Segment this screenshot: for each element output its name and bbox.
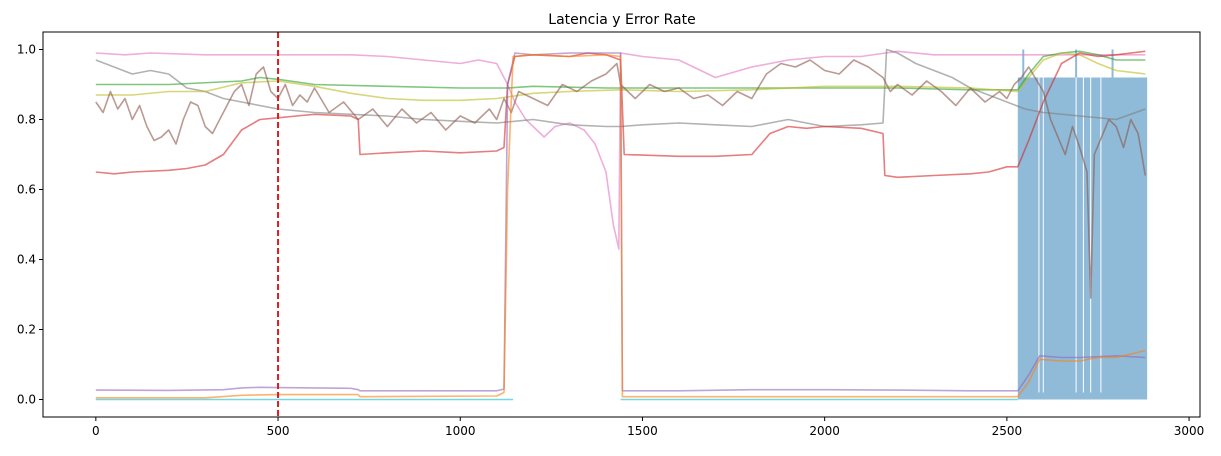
- line-series-group: [95, 48, 1147, 401]
- y-tick-label-3: 0.6: [17, 183, 36, 197]
- line-series-6: [95, 52, 1146, 392]
- y-tick-label-1: 0.2: [17, 323, 36, 337]
- plot-frame: [42, 31, 1201, 418]
- x-tick-label-0: 0: [92, 424, 100, 438]
- line-series-7: [95, 54, 1146, 399]
- y-axis-ticks: 0.0 0.2 0.4 0.6 0.8 1.0: [17, 43, 43, 407]
- y-tick-label-4: 0.8: [17, 113, 36, 127]
- x-tick-label-2: 1000: [445, 424, 476, 438]
- bar-region: [1017, 77, 1148, 400]
- line-series-5: [95, 59, 1147, 299]
- x-tick-label-4: 2000: [809, 424, 840, 438]
- x-tick-label-3: 1500: [627, 424, 658, 438]
- line-series-0: [95, 50, 1146, 250]
- chart-title: Latencia y Error Rate: [548, 12, 695, 28]
- x-tick-label-6: 3000: [1174, 424, 1205, 438]
- x-tick-label-1: 500: [267, 424, 290, 438]
- y-tick-label-5: 1.0: [17, 43, 36, 57]
- x-axis-ticks: 0 500 1000 1500 2000 2500 3000: [92, 417, 1204, 438]
- y-tick-label-2: 0.4: [17, 253, 36, 267]
- y-tick-label-0: 0.0: [17, 393, 36, 407]
- bar-series: [1017, 49, 1148, 400]
- line-series-3: [95, 52, 1146, 102]
- x-tick-label-5: 2500: [992, 424, 1023, 438]
